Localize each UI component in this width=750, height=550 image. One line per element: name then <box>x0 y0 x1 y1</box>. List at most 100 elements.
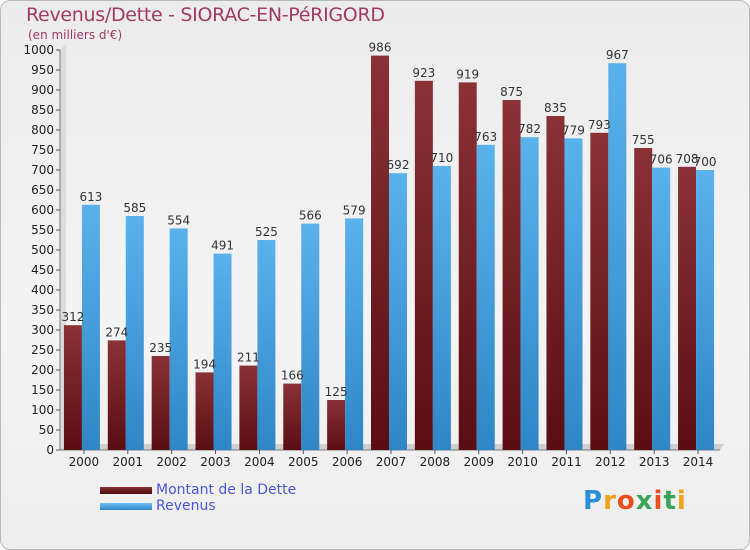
bar-dette <box>502 100 521 450</box>
y-tick-label: 400 <box>31 283 54 297</box>
data-label-dette: 166 <box>281 369 304 383</box>
bar-dette <box>151 356 170 450</box>
x-tick-label: 2014 <box>683 455 714 469</box>
data-label-revenus: 692 <box>387 158 410 172</box>
bar-revenus <box>169 228 188 450</box>
bar-revenus <box>213 253 232 450</box>
x-tick-label: 2007 <box>376 455 407 469</box>
x-tick-label: 2009 <box>463 455 494 469</box>
x-tick-label: 2008 <box>420 455 451 469</box>
y-tick-label: 150 <box>31 383 54 397</box>
logo-letter: r <box>603 486 617 516</box>
bar-revenus <box>301 223 320 450</box>
data-label-dette: 235 <box>149 341 172 355</box>
x-tick-label: 2000 <box>69 455 100 469</box>
data-label-revenus: 763 <box>474 130 497 144</box>
data-label-dette: 923 <box>412 66 435 80</box>
bar-dette <box>195 372 214 450</box>
x-tick-label: 2012 <box>595 455 626 469</box>
bar-dette <box>107 340 126 450</box>
bar-dette <box>239 365 258 450</box>
bar-dette <box>371 55 389 450</box>
data-label-dette: 986 <box>369 41 392 55</box>
data-label-dette: 274 <box>105 325 128 339</box>
data-label-revenus: 782 <box>518 122 541 136</box>
data-label-revenus: 585 <box>123 201 146 215</box>
data-label-dette: 919 <box>456 67 479 81</box>
data-label-dette: 194 <box>193 357 216 371</box>
data-label-revenus: 779 <box>562 123 585 137</box>
data-label-revenus: 613 <box>79 190 102 204</box>
y-tick-label: 650 <box>31 183 54 197</box>
logo-letter: o <box>616 486 636 516</box>
data-label-dette: 708 <box>676 152 699 166</box>
bar-revenus <box>520 137 539 450</box>
bar-dette <box>590 132 609 451</box>
y-tick-label: 1000 <box>23 43 54 57</box>
y-tick-label: 900 <box>31 83 54 97</box>
data-label-dette: 835 <box>544 101 567 115</box>
bar-dette <box>327 400 346 450</box>
data-label-dette: 125 <box>325 385 348 399</box>
y-tick-label: 250 <box>31 343 54 357</box>
bar-revenus <box>389 173 407 450</box>
x-tick-label: 2004 <box>244 455 275 469</box>
legend-swatch-revenus <box>100 503 152 510</box>
bar-dette <box>283 383 302 450</box>
bar-revenus <box>81 204 100 450</box>
bar-dette <box>546 116 565 450</box>
logo-letter: i <box>676 486 687 516</box>
bar-dette <box>458 82 477 451</box>
bar-revenus <box>564 138 583 450</box>
y-tick-label: 100 <box>31 403 54 417</box>
bar-dette <box>63 325 82 450</box>
data-label-dette: 312 <box>61 310 84 324</box>
bar-revenus <box>608 63 627 450</box>
bar-revenus <box>125 216 144 450</box>
y-tick-label: 300 <box>31 323 54 337</box>
bar-revenus <box>432 166 451 450</box>
bar-revenus <box>257 240 276 450</box>
y-tick-label: 0 <box>46 443 54 457</box>
data-label-dette: 211 <box>237 351 260 365</box>
data-label-revenus: 710 <box>430 151 453 165</box>
data-label-dette: 793 <box>588 118 611 132</box>
bar-dette <box>678 166 697 451</box>
legend-label-revenus: Revenus <box>156 498 216 514</box>
chart-subtitle: (en milliers d'€) <box>28 28 123 42</box>
logo-letter: t <box>663 486 677 516</box>
y-tick-label: 450 <box>31 263 54 277</box>
legend-swatch-dette <box>100 487 152 494</box>
x-tick-label: 2002 <box>156 455 187 469</box>
data-label-revenus: 700 <box>694 155 717 169</box>
y-tick-label: 550 <box>31 223 54 237</box>
y-tick-label: 700 <box>31 163 54 177</box>
x-tick-label: 2011 <box>551 455 582 469</box>
bar-revenus <box>696 170 715 450</box>
data-label-revenus: 554 <box>167 213 190 227</box>
data-label-revenus: 525 <box>255 225 278 239</box>
data-label-revenus: 566 <box>299 209 322 223</box>
x-tick-label: 2013 <box>639 455 670 469</box>
data-label-revenus: 491 <box>211 239 234 253</box>
data-label-dette: 755 <box>632 133 655 147</box>
logo-letter: i <box>653 486 664 516</box>
y-tick-label: 350 <box>31 303 54 317</box>
y-tick-label: 750 <box>31 143 54 157</box>
x-tick-label: 2005 <box>288 455 319 469</box>
bar-dette <box>414 80 433 451</box>
data-label-revenus: 706 <box>650 153 673 167</box>
data-label-revenus: 967 <box>606 48 629 62</box>
data-label-dette: 875 <box>500 85 523 99</box>
bar-dette <box>634 148 653 450</box>
bar-revenus <box>652 167 671 450</box>
bar-revenus <box>345 218 364 450</box>
x-tick-label: 2006 <box>332 455 363 469</box>
proxiti-logo: Proxiti <box>583 486 687 516</box>
y-tick-label: 50 <box>39 423 54 437</box>
y-tick-label: 800 <box>31 123 54 137</box>
chart-title: Revenus/Dette - SIORAC-EN-PéRIGORD <box>26 4 385 26</box>
bar-revenus <box>476 144 495 451</box>
y-tick-label: 850 <box>31 103 54 117</box>
